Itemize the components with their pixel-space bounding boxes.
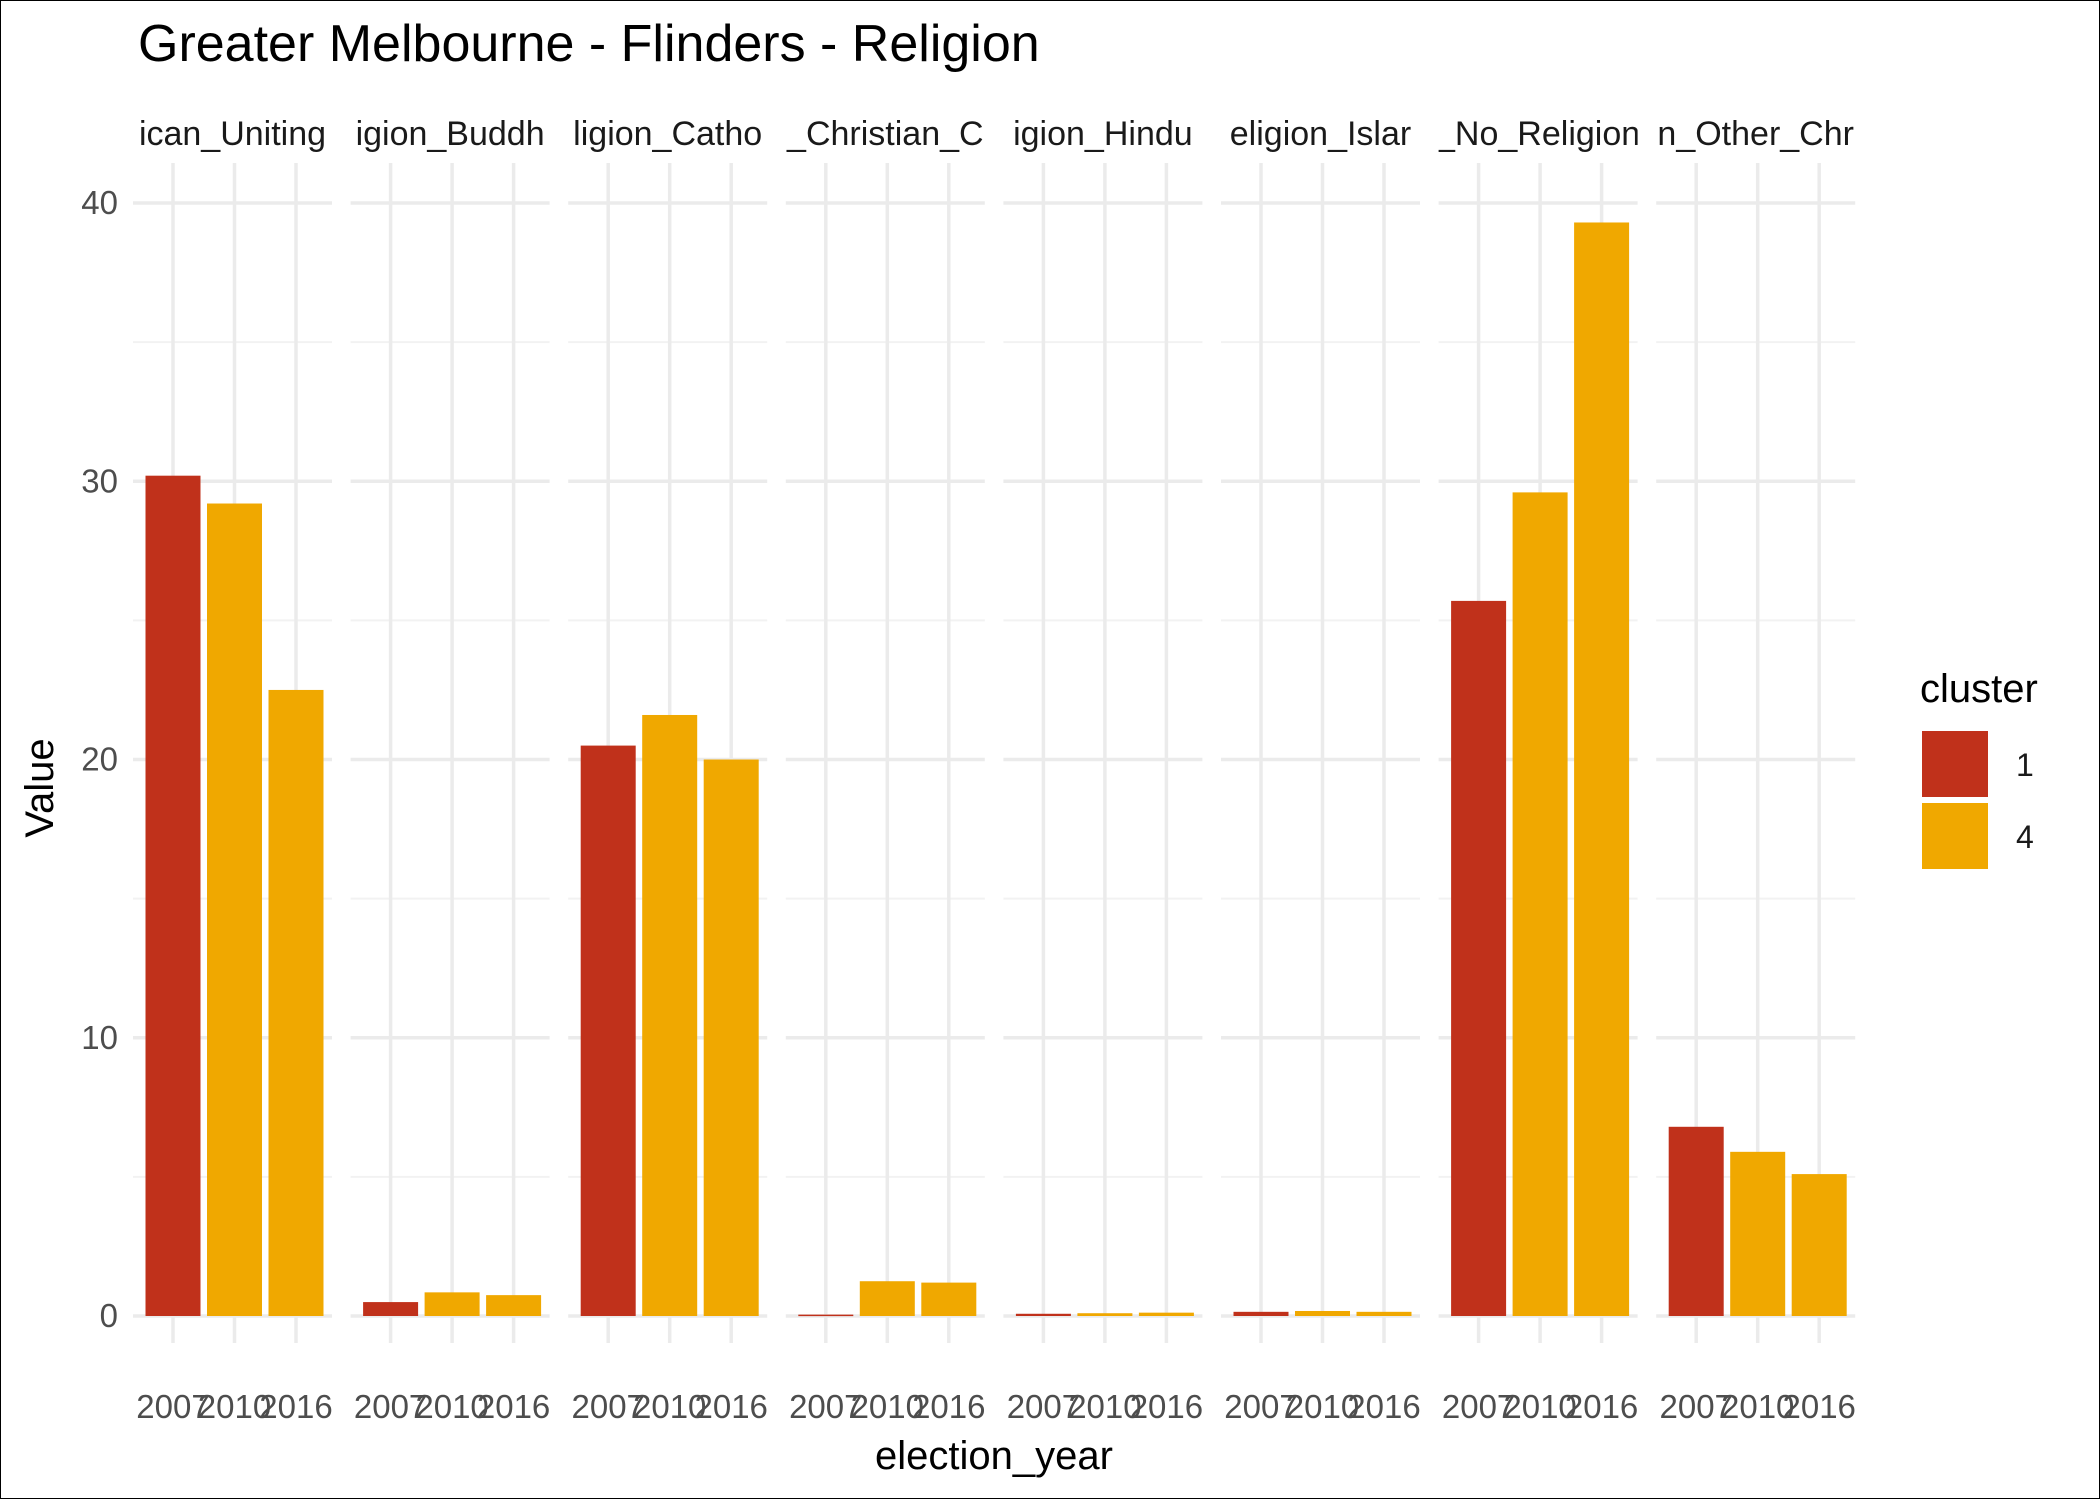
y-axis-ticks: 0 10 20 30 40 [81,184,118,1334]
facet-strip-labels: ican_Uniting igion_Buddh ligion_Catho _Chri… [139,115,1854,153]
x-tick-label: 2007 [789,1388,862,1425]
bar-christianc-2016 [921,1282,977,1316]
legend: cluster 14 [1920,667,2038,869]
legend-label-1: 1 [2016,747,2034,783]
x-tick-label: 2016 [1130,1388,1203,1425]
bar-ligioncatho-2010 [642,714,698,1316]
bar-igionhindu-2007 [1015,1313,1071,1316]
x-tick-label: 2016 [694,1388,767,1425]
bar-ligioncatho-2007 [580,745,636,1316]
legend-title: cluster [1920,667,2038,711]
x-tick-label: 2010 [415,1388,488,1425]
x-tick-label: 2010 [851,1388,924,1425]
facet-strip-label: _Christian_C [786,115,984,153]
x-tick-label: 2007 [1007,1388,1080,1425]
bar-eligionislar-2016 [1356,1311,1412,1316]
bar-eligionislar-2007 [1233,1311,1289,1316]
bar-igionbuddh-2016 [486,1295,542,1316]
facet-strip-label: ican_Uniting [139,115,326,153]
bar-notherchr-2007 [1668,1126,1724,1316]
facet-strip-label: _No_Religion [1435,115,1640,153]
facet-strip-label: igion_Hindu [1013,115,1193,153]
x-tick-label: 2016 [1782,1388,1855,1425]
x-axis-title: election_year [875,1434,1113,1478]
bar-icanuniting-2007 [145,475,201,1316]
bar-noreligion-2016 [1574,222,1630,1316]
x-tick-label: 2010 [633,1388,706,1425]
x-tick-label: 2016 [912,1388,985,1425]
x-tick-label: 2007 [136,1388,209,1425]
bar-igionbuddh-2010 [424,1292,480,1316]
y-tick-label: 10 [81,1019,118,1056]
y-tick-label: 30 [81,462,118,499]
bar-eligionislar-2010 [1295,1310,1350,1316]
facet-strip-label: igion_Buddh [356,115,545,153]
y-tick-label: 20 [81,741,118,778]
x-tick-label: 2010 [1503,1388,1576,1425]
x-tick-label: 2016 [1347,1388,1420,1425]
bar-igionhindu-2010 [1077,1313,1133,1316]
x-tick-label: 2007 [571,1388,644,1425]
bar-icanuniting-2010 [207,503,262,1316]
legend-key-1 [1922,731,1988,797]
bar-icanuniting-2016 [268,689,324,1316]
bar-noreligion-2007 [1451,600,1507,1316]
bar-igionhindu-2016 [1138,1312,1194,1316]
bar-noreligion-2010 [1512,492,1568,1316]
bar-layer [145,222,1847,1317]
legend-label-4: 4 [2016,819,2034,855]
legend-items: 14 [1922,731,2034,869]
x-tick-label: 2010 [198,1388,271,1425]
x-tick-label: 2007 [354,1388,427,1425]
bar-notherchr-2010 [1730,1151,1786,1316]
x-tick-label: 2007 [1224,1388,1297,1425]
x-tick-label: 2016 [1565,1388,1638,1425]
facet-strip-label: ligion_Catho [573,115,762,153]
x-tick-label: 2007 [1659,1388,1732,1425]
bar-notherchr-2016 [1791,1174,1847,1316]
bar-christianc-2010 [859,1281,915,1316]
y-axis-title: Value [18,738,62,837]
x-tick-label: 2016 [259,1388,332,1425]
facet-strip-label: n_Other_Chr [1657,115,1854,153]
x-tick-label: 2010 [1286,1388,1359,1425]
bar-igionbuddh-2007 [363,1302,419,1316]
bar-ligioncatho-2016 [703,759,759,1316]
bar-christianc-2007 [798,1314,854,1317]
chart-title: Greater Melbourne - Flinders - Religion [138,15,1040,73]
facet-strip-label: eligion_Islar [1230,115,1411,153]
y-tick-label: 40 [81,184,118,221]
legend-key-4 [1922,803,1988,869]
x-tick-label: 2007 [1442,1388,1515,1425]
x-tick-label: 2016 [477,1388,550,1425]
x-tick-label: 2010 [1068,1388,1141,1425]
y-tick-label: 0 [100,1297,118,1334]
x-tick-label: 2010 [1721,1388,1794,1425]
